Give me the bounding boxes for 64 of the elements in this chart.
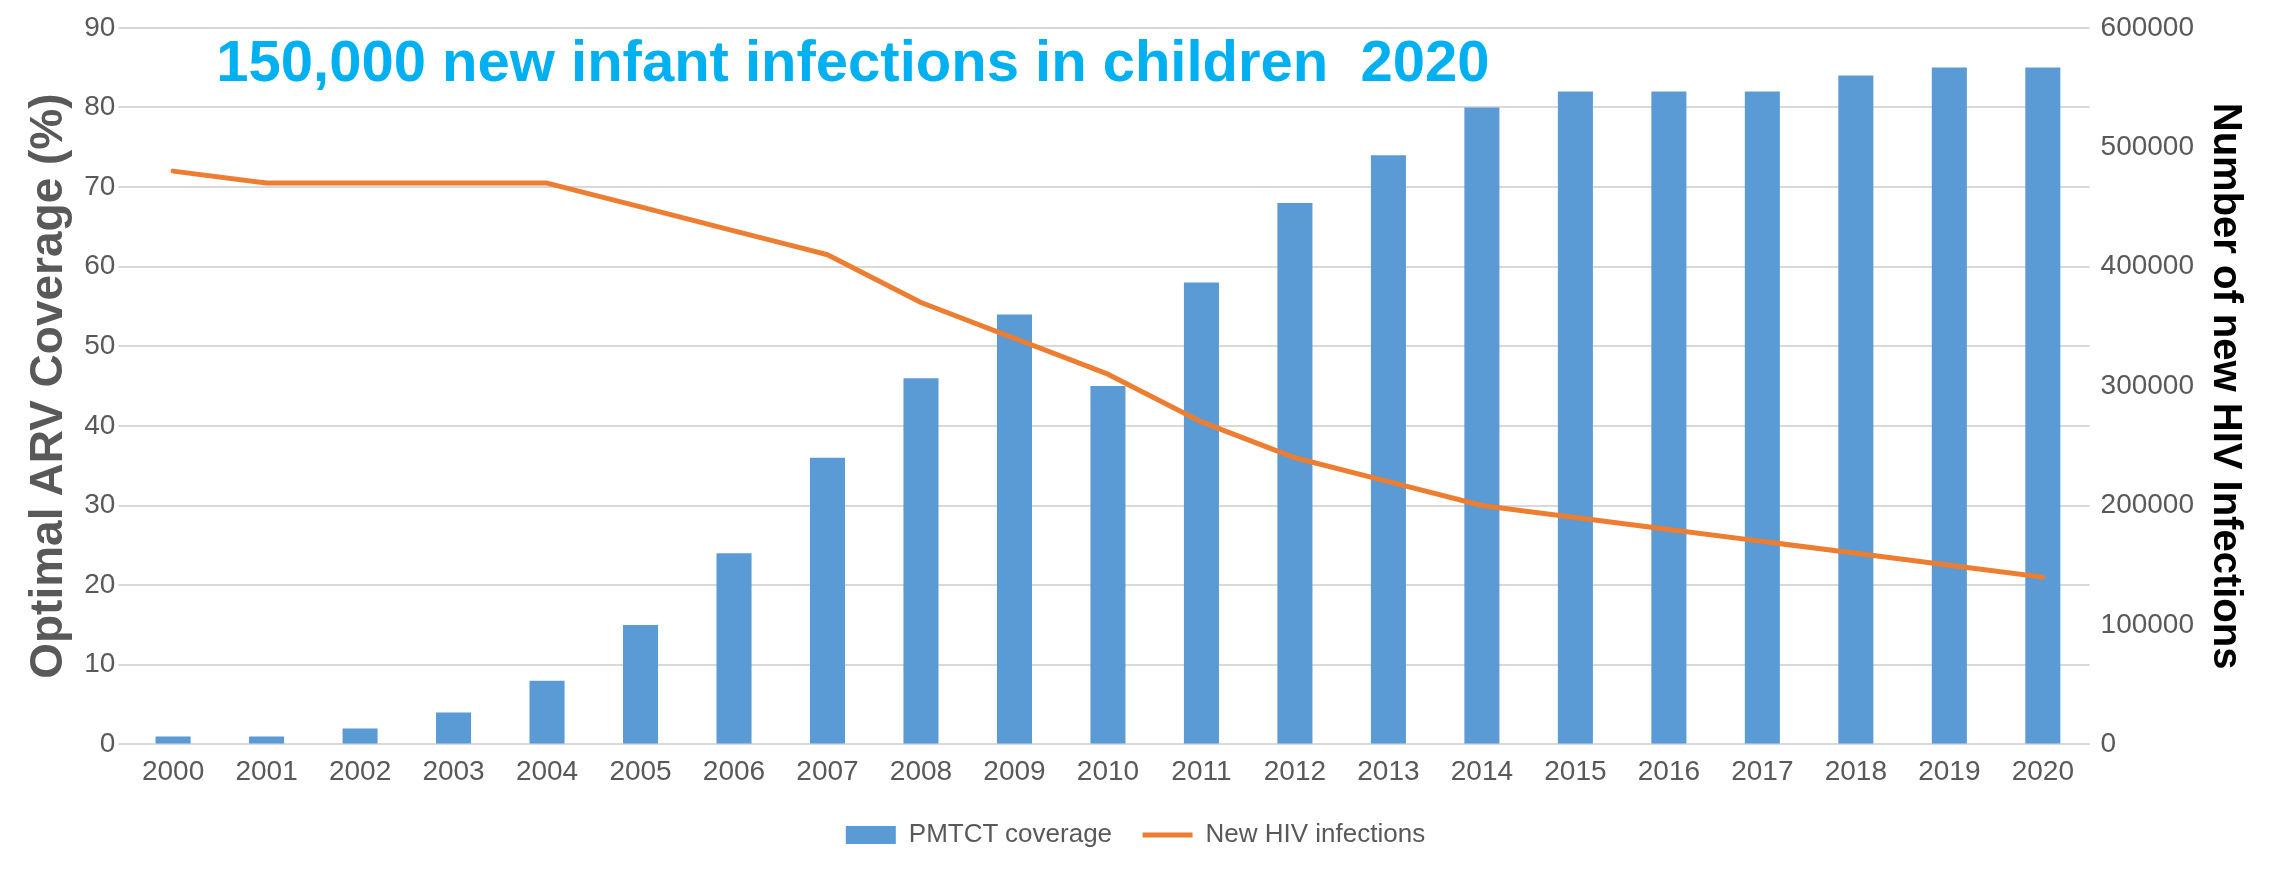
x-tick-label: 2016 [1637, 754, 1701, 786]
y-tick-label: 70 [84, 169, 116, 201]
y-tick-label: 90 [84, 10, 116, 42]
y-tick-label: 50 [84, 329, 116, 361]
x-tick-label: 2005 [609, 754, 672, 786]
x-tick-label: 2004 [515, 754, 579, 786]
bar [1090, 386, 1126, 744]
y-tick-label: 20 [84, 567, 116, 599]
bar [155, 736, 191, 744]
y2-tick-label: 600000 [2100, 10, 2194, 42]
x-tick-label: 2008 [889, 754, 953, 786]
x-tick-label: 2011 [1171, 754, 1232, 786]
x-tick-label: 2018 [1824, 754, 1887, 786]
y2-tick-label: 400000 [2100, 249, 2194, 281]
x-tick-label: 2006 [702, 754, 766, 786]
y2-tick-label: 0 [2100, 727, 2117, 759]
bar [996, 314, 1032, 744]
y-tick-label: 60 [84, 249, 116, 281]
y2-axis-title: Number of new HIV Infections [2205, 102, 2250, 670]
x-tick-label: 2007 [796, 754, 859, 786]
y-axis-title: Optimal ARV Coverage (%) [20, 93, 73, 679]
x-tick-label: 2013 [1357, 754, 1420, 786]
bar [1651, 91, 1687, 744]
bar [716, 553, 752, 744]
x-tick-label: 2012 [1263, 754, 1327, 786]
y-tick-label: 30 [84, 488, 116, 520]
bar [2025, 67, 2061, 744]
legend-label: New HIV infections [1205, 818, 1426, 849]
bar [1183, 282, 1219, 744]
y2-tick-label: 100000 [2100, 607, 2194, 639]
x-tick-label: 2020 [2011, 754, 2074, 786]
x-tick-label: 2003 [422, 754, 485, 786]
bar [342, 728, 378, 744]
chart-title: 150,000 new infant infections in children 2020 [216, 27, 1490, 93]
legend-label: PMTCT coverage [908, 818, 1113, 849]
bar [529, 680, 565, 744]
bar [1838, 75, 1874, 744]
y-tick-label: 0 [99, 727, 116, 759]
bar [1277, 202, 1313, 744]
x-tick-label: 2019 [1918, 754, 1981, 786]
y2-tick-label: 300000 [2100, 368, 2194, 400]
bar [249, 736, 285, 744]
y2-tick-label: 200000 [2100, 488, 2194, 520]
bar [1464, 107, 1500, 744]
bar [622, 624, 659, 744]
x-tick-label: 2002 [328, 754, 392, 786]
bar [1370, 155, 1406, 744]
y-tick-label: 40 [84, 408, 116, 440]
x-tick-label: 2017 [1731, 754, 1794, 786]
bar [1931, 67, 1967, 744]
x-tick-label: 2000 [141, 754, 205, 786]
x-tick-label: 2014 [1450, 754, 1514, 786]
bar [436, 712, 472, 744]
y-tick-label: 80 [84, 90, 116, 122]
x-tick-label: 2009 [983, 754, 1046, 786]
y-tick-label: 10 [84, 647, 116, 679]
bar [903, 378, 939, 744]
x-tick-label: 2010 [1076, 754, 1140, 786]
x-tick-label: 2015 [1544, 754, 1607, 786]
bar [1744, 91, 1780, 744]
y2-tick-label: 500000 [2100, 129, 2194, 161]
x-tick-label: 2001 [235, 754, 298, 786]
bar [1557, 91, 1593, 744]
bar [809, 457, 846, 744]
